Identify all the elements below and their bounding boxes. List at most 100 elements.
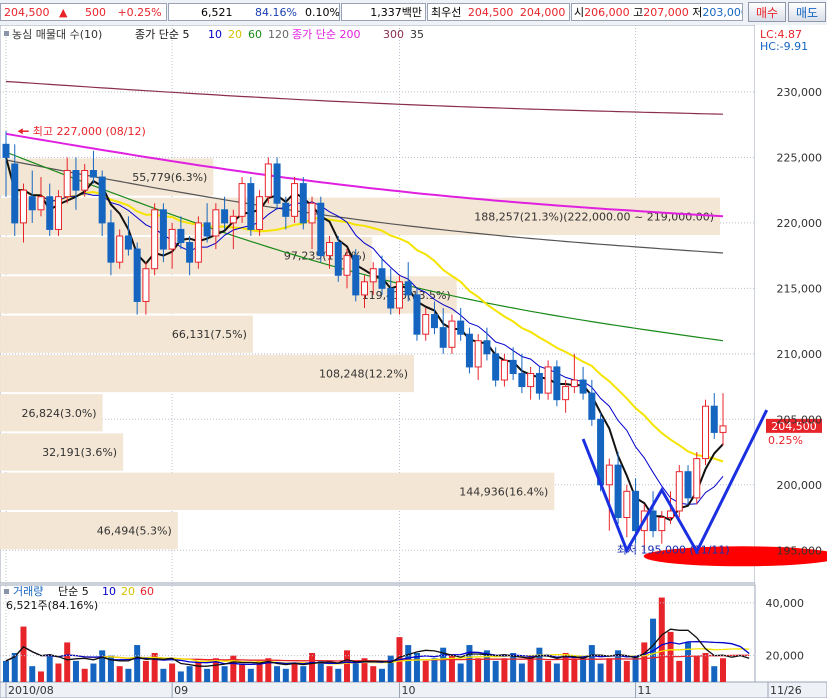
volume-bar <box>501 658 508 682</box>
date-tick-label: 10 <box>401 684 415 697</box>
turnover-pct: 0.10% <box>305 6 340 19</box>
moving-averages <box>5 80 724 522</box>
legend-ma-label: 종가 단순 5 <box>135 28 189 41</box>
candle-body <box>116 235 124 263</box>
candle-body <box>203 222 211 237</box>
price-tick-label: 195,000 <box>777 544 823 557</box>
stock-chart[interactable]: 188,257(21.3%)(222,000.00 ~ 219,000.00) 5… <box>0 25 827 698</box>
candle-body <box>37 196 45 211</box>
candle-body <box>63 170 71 198</box>
candle-body <box>352 255 360 296</box>
volume-profile-label: 55,779(6.3%) <box>132 171 207 184</box>
price-axis: 195,000 200,000 205,000 210,000 215,000 220,0… <box>777 86 823 557</box>
candle-body <box>168 228 176 250</box>
candle-body <box>614 464 622 519</box>
volume-tick-label: 20,000 <box>766 650 805 663</box>
candle-body <box>317 202 325 257</box>
candle-body <box>308 202 316 224</box>
volume-bar <box>204 668 211 682</box>
price-tick-label: 225,000 <box>777 151 823 164</box>
volume-bar <box>466 645 473 682</box>
volume-legend-ma60: 60 <box>140 585 154 598</box>
volume-legend-bullet-icon <box>4 589 9 594</box>
candle-body <box>465 333 473 368</box>
volume-legend-label: 거래량 <box>13 585 43 598</box>
candle-body <box>544 366 552 394</box>
candle-body <box>605 464 613 486</box>
best-quote-cell: 최우선 204,500 204,000 <box>427 3 570 21</box>
high-marker-label: 최고 227,000 (08/12) <box>33 125 146 138</box>
candle-body <box>693 458 701 499</box>
volume-bar <box>265 658 272 682</box>
ma300-line <box>5 80 724 115</box>
candle-body <box>369 268 377 283</box>
quote-bar: 204,500 ▲ 500 +0.25% 6,521 84.16% 0.10% … <box>0 0 827 26</box>
volume-bar <box>378 668 385 682</box>
buy-button[interactable]: 매수 <box>748 2 786 22</box>
volume-bar <box>510 652 517 682</box>
volume-bar <box>274 666 281 682</box>
candle-body <box>159 209 167 250</box>
volume-pct: 84.16% <box>255 6 297 19</box>
volume-bar <box>632 655 639 682</box>
candle-body <box>11 163 19 224</box>
volume-bar <box>64 642 71 682</box>
volume-bar <box>720 658 726 682</box>
candle-body <box>632 490 640 532</box>
candle-body <box>500 359 508 381</box>
candle-body <box>492 353 500 381</box>
low-label: 저 <box>692 6 703 19</box>
volume-bar <box>300 666 307 682</box>
price-tick-label: 210,000 <box>777 348 823 361</box>
ma20-line <box>5 157 724 463</box>
volume-profile-bar <box>0 315 253 353</box>
price-change: 500 <box>84 6 106 19</box>
volume-bar <box>641 642 648 682</box>
volume-bar <box>230 655 237 682</box>
sell-button[interactable]: 매도 <box>788 2 826 22</box>
volume-bar <box>142 660 149 682</box>
volume-bar <box>448 655 455 682</box>
hc-label: HC:-9.91 <box>760 40 808 53</box>
volume-profile-bar <box>0 236 372 275</box>
volume-bar <box>326 666 333 682</box>
volume-legend-ma20: 20 <box>121 585 135 598</box>
candle-body <box>229 215 237 224</box>
candle-body <box>299 183 307 224</box>
legend-bullet-icon <box>4 31 9 36</box>
price-axis-panel <box>755 25 827 583</box>
candle-body <box>413 294 421 335</box>
volume-profile-bar <box>0 511 178 550</box>
candle-body <box>719 425 727 433</box>
candle-body <box>562 386 570 401</box>
high-price: 207,000 <box>643 6 689 19</box>
legend-ma2-label: 종가 단순 200 <box>292 28 360 41</box>
date-tick-label: 2010/08 <box>8 684 54 697</box>
volume-axis: 40,000 20,000 <box>0 597 804 663</box>
volume-bar <box>291 663 298 682</box>
volume-profile-label: 32,191(3.6%) <box>42 446 117 459</box>
trade-amount: 1,337백만 <box>370 6 422 19</box>
volume-bar <box>492 660 499 682</box>
volume-bar <box>20 626 27 682</box>
candle-body <box>422 314 430 335</box>
candle-body <box>439 327 447 348</box>
volume-today: 6,521주(84.16%) <box>6 599 98 612</box>
candle-body <box>395 281 403 309</box>
candle-body <box>649 510 657 532</box>
volume-bar <box>658 597 665 682</box>
volume-cell: 6,521 84.16% 0.10% <box>168 3 340 21</box>
candle-body <box>247 183 255 230</box>
volume-bar <box>615 650 622 682</box>
date-tick-label: 11/26 <box>770 684 802 697</box>
volume-bars <box>3 597 750 682</box>
pattern-annotations: 최고 227,000 (08/12) 최저 195,000 (11/11) 204,… <box>17 125 827 567</box>
volume-profile-bar <box>0 158 214 196</box>
low-price: 203,000 <box>702 6 742 19</box>
candle-body <box>151 209 159 270</box>
volume-value: 6,521 <box>201 6 233 19</box>
high-marker-arrowhead-icon <box>17 128 23 135</box>
volume-bar <box>536 647 543 682</box>
candle-body <box>72 170 80 191</box>
volume-bar <box>711 666 718 682</box>
